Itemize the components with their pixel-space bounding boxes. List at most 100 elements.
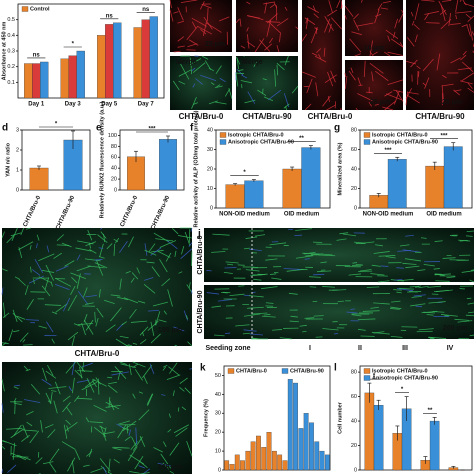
y-axis-label: Mineralized area (%) bbox=[337, 142, 343, 195]
fiber bbox=[71, 335, 75, 347]
fiber bbox=[424, 13, 430, 21]
bar bbox=[319, 450, 325, 471]
fiber bbox=[41, 269, 55, 273]
fiber bbox=[295, 255, 314, 259]
fiber bbox=[320, 261, 327, 264]
micrograph bbox=[345, 0, 403, 56]
fiber bbox=[225, 261, 239, 264]
fiber bbox=[405, 265, 420, 269]
fiber bbox=[100, 425, 107, 441]
fiber bbox=[107, 384, 118, 393]
bar bbox=[287, 379, 293, 471]
fiber bbox=[397, 250, 412, 252]
fiber bbox=[115, 338, 128, 347]
fiber bbox=[418, 328, 434, 331]
x-tick-label: CHTA/Bru-0 bbox=[120, 194, 140, 228]
fiber bbox=[380, 265, 389, 267]
fiber bbox=[190, 227, 193, 232]
fiber bbox=[247, 91, 256, 104]
fiber bbox=[284, 6, 288, 11]
fiber bbox=[238, 69, 244, 71]
fiber bbox=[219, 77, 226, 83]
fiber bbox=[118, 420, 130, 425]
fiber bbox=[26, 421, 33, 427]
fiber bbox=[210, 82, 215, 86]
fiber bbox=[55, 265, 69, 272]
fiber bbox=[243, 294, 251, 297]
y-tick-label: 20 bbox=[351, 443, 357, 449]
merge-label: Merge bbox=[242, 59, 263, 66]
fiber bbox=[305, 17, 309, 24]
x-tick-label: NON-OID medium bbox=[219, 212, 270, 218]
plot-frame bbox=[119, 129, 185, 191]
fiber bbox=[215, 101, 227, 105]
fiber bbox=[211, 305, 221, 308]
fiber bbox=[469, 23, 473, 41]
bar bbox=[266, 432, 272, 471]
fiber bbox=[249, 248, 262, 252]
fiber bbox=[76, 379, 90, 383]
fiber bbox=[265, 258, 278, 261]
fiber bbox=[208, 67, 215, 72]
fiber bbox=[144, 277, 154, 281]
micrograph bbox=[236, 0, 298, 52]
fiber bbox=[324, 74, 337, 84]
significance-label: *** bbox=[384, 148, 392, 154]
fiber bbox=[355, 107, 358, 111]
fiber bbox=[265, 302, 274, 304]
fiber bbox=[236, 68, 244, 76]
fiber bbox=[253, 278, 262, 281]
y-axis-label: Absorbance at 450 nm bbox=[1, 22, 7, 81]
fiber bbox=[92, 378, 107, 387]
fiber bbox=[377, 280, 390, 283]
scale-bar-label: 100 μm bbox=[158, 327, 182, 334]
bar bbox=[113, 22, 122, 99]
fiber bbox=[174, 344, 178, 347]
bar bbox=[245, 450, 251, 471]
fiber bbox=[44, 304, 62, 306]
scale-bar-label: 25 μm bbox=[442, 99, 462, 106]
fiber bbox=[214, 85, 223, 89]
y-tick-label: 0.5 bbox=[7, 17, 15, 23]
fiber bbox=[398, 13, 404, 23]
fiber bbox=[105, 401, 120, 410]
fiber bbox=[410, 59, 418, 68]
fiber bbox=[402, 262, 417, 265]
fiber bbox=[167, 429, 172, 433]
fiber bbox=[416, 65, 421, 70]
fiber bbox=[414, 34, 418, 43]
fiber bbox=[410, 11, 414, 17]
fiber bbox=[29, 245, 32, 250]
fiber bbox=[18, 279, 26, 286]
fiber bbox=[273, 2, 278, 9]
fiber bbox=[147, 393, 154, 407]
fiber bbox=[424, 77, 430, 89]
significance-label: *** bbox=[440, 133, 448, 139]
fiber bbox=[187, 341, 193, 347]
significance-label: ** bbox=[428, 408, 433, 414]
legend-label: Control bbox=[30, 6, 50, 12]
fiber bbox=[454, 11, 472, 14]
fiber bbox=[466, 297, 472, 300]
fiber bbox=[163, 310, 167, 315]
bar bbox=[373, 405, 384, 471]
fiber bbox=[51, 311, 58, 315]
fiber bbox=[262, 78, 267, 81]
fiber bbox=[143, 375, 148, 385]
fiber bbox=[24, 399, 41, 403]
fiber bbox=[119, 335, 129, 339]
fiber bbox=[186, 25, 199, 41]
micrograph bbox=[236, 56, 298, 110]
fiber bbox=[156, 250, 171, 258]
fiber bbox=[34, 258, 44, 273]
x-tick-label: Day 5 bbox=[101, 102, 118, 108]
plot-frame bbox=[359, 365, 473, 471]
fiber bbox=[168, 366, 180, 376]
fiber bbox=[266, 13, 278, 24]
fiber bbox=[172, 390, 175, 396]
fiber bbox=[18, 241, 34, 251]
y-tick-label: 80 bbox=[351, 127, 357, 133]
fiber bbox=[410, 303, 426, 307]
fiber bbox=[135, 427, 138, 445]
fiber bbox=[18, 247, 23, 258]
